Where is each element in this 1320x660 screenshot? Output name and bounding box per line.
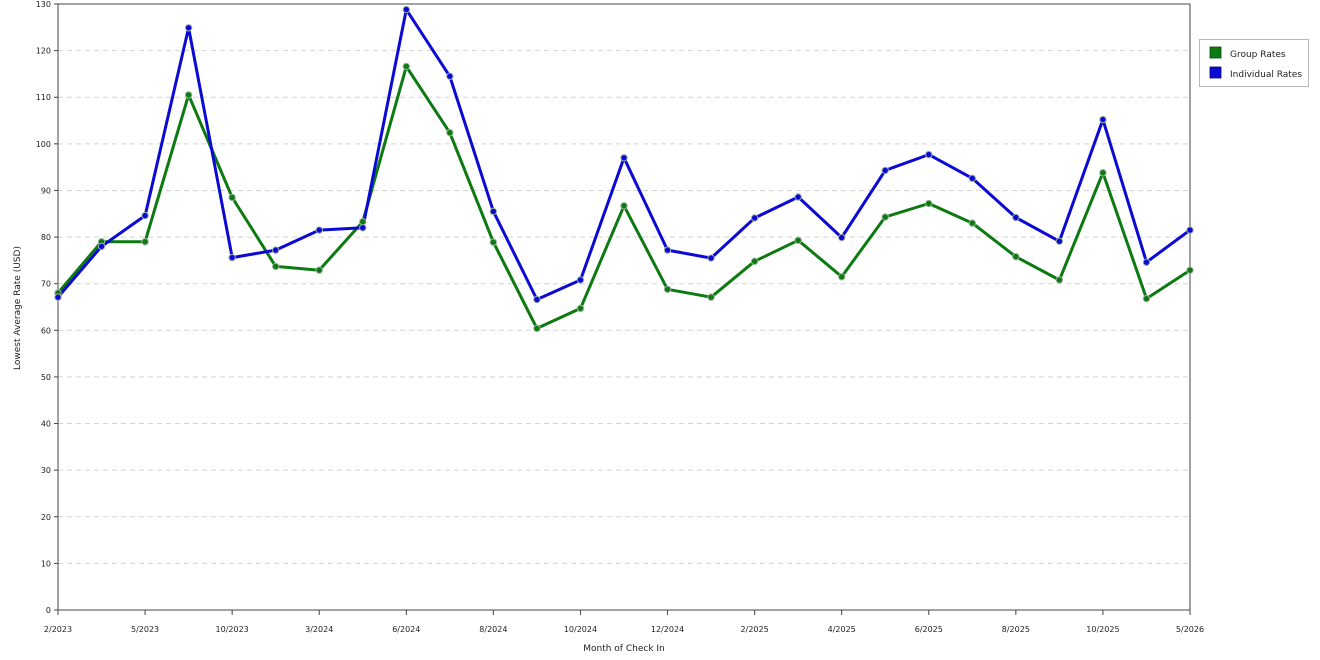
data-point-individual-rates — [925, 150, 933, 159]
data-point-individual-rates — [1012, 213, 1020, 222]
y-tick-label: 20 — [41, 513, 51, 522]
data-point-individual-rates — [1142, 258, 1151, 266]
data-point-individual-rates — [750, 214, 759, 222]
y-axis-title: Lowest Average Rate (USD) — [13, 246, 23, 370]
data-point-group-rates — [1186, 266, 1194, 274]
y-tick-label: 70 — [41, 280, 51, 289]
y-tick-label: 60 — [41, 326, 51, 335]
x-tick-label: 8/2024 — [479, 625, 507, 634]
data-point-individual-rates — [533, 295, 541, 304]
gridlines — [58, 3, 1190, 564]
x-tick-label: 2/2025 — [741, 625, 769, 634]
data-point-group-rates — [663, 285, 672, 293]
series-line-group-rates — [56, 65, 1191, 330]
y-tick-label: 0 — [46, 606, 51, 615]
data-point-individual-rates — [1099, 115, 1107, 124]
data-point-group-rates — [707, 293, 715, 301]
y-tick-label: 40 — [41, 420, 51, 429]
y-tick-label: 130 — [36, 0, 51, 9]
x-tick-label: 8/2025 — [1002, 625, 1030, 634]
data-point-group-rates — [750, 257, 759, 266]
x-tick-label: 10/2025 — [1086, 625, 1119, 634]
data-point-individual-rates — [1055, 237, 1064, 245]
y-tick-label: 10 — [41, 559, 51, 568]
x-tick-label: 2/2023 — [44, 625, 72, 634]
data-point-individual-rates — [228, 253, 236, 262]
data-point-group-rates — [228, 193, 236, 202]
x-tick-label: 12/2024 — [651, 625, 684, 634]
data-point-group-rates — [1055, 276, 1064, 284]
legend-label-group-rates: Group Rates — [1230, 50, 1286, 60]
data-point-group-rates — [489, 238, 498, 246]
data-point-individual-rates — [576, 276, 585, 284]
data-point-group-rates — [1099, 169, 1107, 177]
data-point-individual-rates — [97, 242, 106, 251]
data-point-group-rates — [184, 91, 193, 99]
data-point-individual-rates — [1186, 226, 1194, 234]
data-point-group-rates — [533, 324, 541, 333]
y-tick-label: 30 — [41, 466, 51, 475]
data-point-individual-rates — [141, 211, 149, 220]
data-point-group-rates — [881, 213, 889, 221]
data-point-group-rates — [271, 262, 280, 271]
data-point-individual-rates — [968, 174, 977, 183]
data-point-group-rates — [315, 266, 323, 274]
y-tick-label: 120 — [36, 47, 51, 56]
data-point-individual-rates — [489, 207, 498, 216]
x-tick-label: 5/2023 — [131, 625, 159, 634]
series-group — [54, 5, 1194, 333]
x-tick-label: 4/2025 — [828, 625, 856, 634]
data-point-individual-rates — [402, 5, 411, 14]
legend-label-individual-rates: Individual Rates — [1230, 70, 1302, 80]
y-tick-label: 80 — [41, 233, 51, 242]
data-point-group-rates — [576, 304, 585, 313]
legend-swatch-group-rates — [1209, 46, 1222, 59]
y-tick-label: 50 — [41, 373, 51, 382]
legend-swatch-individual-rates — [1209, 66, 1222, 79]
data-point-individual-rates — [184, 24, 193, 32]
y-tick-label: 110 — [36, 93, 51, 102]
data-point-group-rates — [794, 236, 802, 245]
x-tick-label: 6/2024 — [392, 625, 420, 634]
y-tick-label: 100 — [36, 140, 51, 149]
data-point-group-rates — [141, 238, 149, 246]
data-point-individual-rates — [54, 293, 62, 301]
legend: Group Rates Individual Rates — [1199, 39, 1309, 87]
data-point-individual-rates — [663, 246, 672, 254]
data-point-group-rates — [1142, 294, 1151, 303]
data-point-individual-rates — [707, 254, 715, 262]
data-point-individual-rates — [794, 193, 802, 201]
x-tick-label: 10/2024 — [564, 625, 597, 634]
data-point-individual-rates — [446, 72, 454, 80]
x-tick-label: 3/2024 — [305, 625, 333, 634]
data-point-individual-rates — [620, 154, 628, 162]
axes — [54, 3, 1191, 615]
data-point-group-rates — [446, 128, 454, 137]
tick-labels: 0 10 20 30 40 50 60 70 80 90 100 110 120 130 2/2023 5/2… — [36, 0, 1204, 634]
data-point-individual-rates — [315, 226, 323, 234]
data-point-group-rates — [925, 199, 933, 208]
data-point-group-rates — [359, 217, 367, 226]
x-tick-label: 6/2025 — [915, 625, 943, 634]
x-axis-title: Month of Check In — [583, 644, 665, 654]
data-point-individual-rates — [837, 233, 846, 242]
data-point-group-rates — [837, 273, 846, 281]
data-point-group-rates — [968, 219, 977, 227]
data-point-group-rates — [402, 62, 411, 71]
data-point-group-rates — [620, 202, 628, 210]
data-point-individual-rates — [271, 246, 280, 254]
y-tick-label: 90 — [41, 186, 51, 195]
data-point-individual-rates — [881, 166, 889, 175]
data-point-individual-rates — [359, 224, 367, 232]
x-tick-label: 5/2026 — [1176, 625, 1204, 634]
data-point-group-rates — [1012, 252, 1020, 261]
x-tick-label: 10/2023 — [216, 625, 249, 634]
